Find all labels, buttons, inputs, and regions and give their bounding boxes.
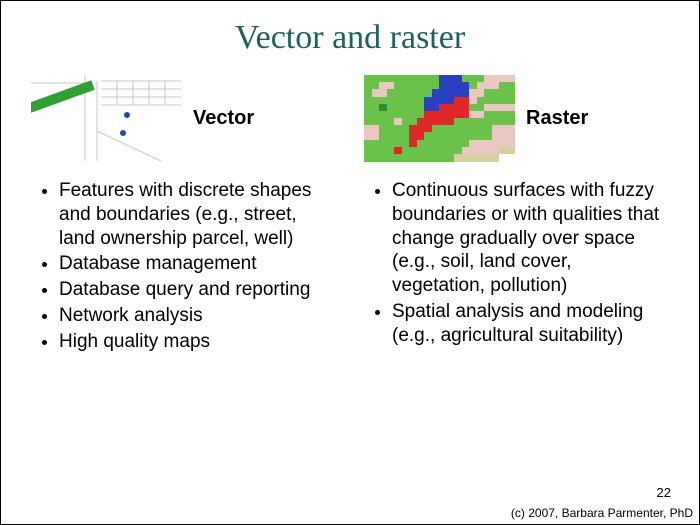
raster-thumbnail: [364, 75, 514, 161]
raster-bullets: Continuous surfaces with fuzzy boundarie…: [364, 179, 669, 347]
slide-title: Vector and raster: [1, 19, 699, 57]
list-item: Database management: [59, 252, 336, 276]
raster-label: Raster: [526, 107, 588, 130]
page-number: 22: [657, 485, 671, 500]
vector-header: Vector: [31, 75, 336, 161]
list-item: High quality maps: [59, 330, 336, 354]
raster-header: Raster: [364, 75, 669, 161]
list-item: Continuous surfaces with fuzzy boundarie…: [392, 179, 669, 298]
copyright: (c) 2007, Barbara Parmenter, PhD: [511, 506, 693, 520]
columns: Vector Features with discrete shapes and…: [1, 75, 699, 355]
list-item: Features with discrete shapes and bounda…: [59, 179, 336, 250]
list-item: Network analysis: [59, 304, 336, 328]
column-raster: Raster Continuous surfaces with fuzzy bo…: [364, 75, 669, 355]
vector-thumbnail: [31, 75, 181, 161]
column-vector: Vector Features with discrete shapes and…: [31, 75, 336, 355]
vector-label: Vector: [193, 107, 254, 130]
vector-bullets: Features with discrete shapes and bounda…: [31, 179, 336, 353]
list-item: Spatial analysis and modeling (e.g., agr…: [392, 300, 669, 348]
list-item: Database query and reporting: [59, 278, 336, 302]
